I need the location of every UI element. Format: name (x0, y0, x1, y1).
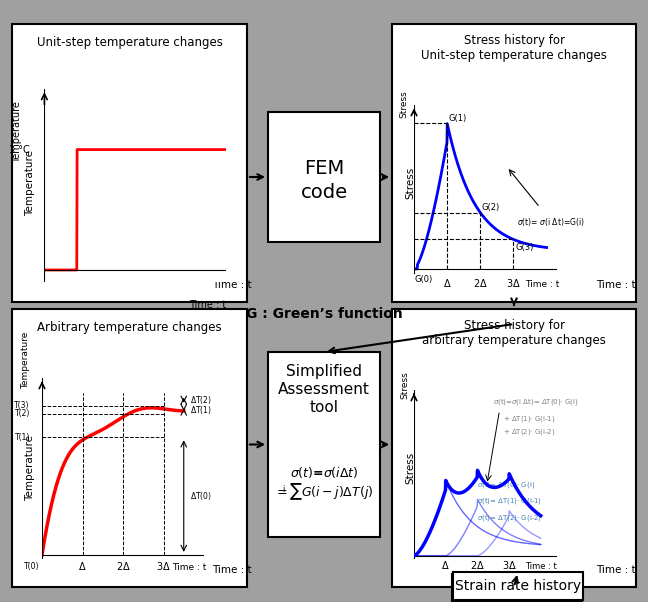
Text: $=\sum G(i-j)\Delta T(j)$: $=\sum G(i-j)\Delta T(j)$ (274, 482, 374, 502)
Text: arbitrary temperature changes: arbitrary temperature changes (422, 334, 606, 347)
Text: $\Delta$T(1): $\Delta$T(1) (190, 404, 212, 416)
FancyBboxPatch shape (452, 574, 582, 602)
Text: Stress: Stress (405, 167, 415, 199)
Text: $2\Delta$: $2\Delta$ (470, 559, 485, 571)
Text: Stress history for: Stress history for (463, 319, 564, 332)
Text: Time : t: Time : t (172, 562, 206, 571)
Text: Stress: Stress (405, 452, 415, 484)
Text: Temperature: Temperature (25, 435, 35, 501)
Text: Temperature: Temperature (25, 150, 35, 216)
Text: Stress history for: Stress history for (463, 34, 564, 47)
Text: G(0): G(0) (415, 275, 433, 284)
Text: Temperature: Temperature (21, 332, 30, 389)
Text: + $\Delta$T(2)· G(i-2): + $\Delta$T(2)· G(i-2) (503, 427, 555, 437)
Text: + $\Delta$T(1)· G(i-1): + $\Delta$T(1)· G(i-1) (503, 414, 555, 424)
Text: Time : t: Time : t (525, 562, 557, 571)
Text: Time : t: Time : t (212, 280, 252, 290)
Text: G(2): G(2) (482, 203, 500, 212)
Text: Time : t: Time : t (212, 565, 252, 575)
Text: $2\Delta$: $2\Delta$ (115, 559, 130, 571)
Text: Assessment: Assessment (278, 382, 370, 397)
Text: Time : t: Time : t (526, 280, 560, 289)
Text: Arbitrary temperature changes: Arbitrary temperature changes (37, 321, 222, 334)
FancyBboxPatch shape (12, 309, 247, 587)
Text: $\Delta$: $\Delta$ (441, 559, 450, 571)
Text: $3\Delta$: $3\Delta$ (506, 277, 521, 289)
Text: $3\Delta$: $3\Delta$ (156, 559, 171, 571)
Text: G(3): G(3) (515, 243, 533, 252)
Text: $\sigma$(t)= $\Delta$T(2)· G(i-2): $\sigma$(t)= $\Delta$T(2)· G(i-2) (478, 513, 542, 523)
Text: Stress: Stress (400, 371, 409, 399)
Text: $\Delta$T(0): $\Delta$T(0) (190, 490, 212, 502)
Text: T(2): T(2) (14, 409, 30, 418)
Text: $\sigma(t)$=$\sigma(i\Delta t)$: $\sigma(t)$=$\sigma(i\Delta t)$ (290, 465, 358, 480)
Text: T(1): T(1) (14, 433, 30, 442)
Text: $\Delta$: $\Delta$ (78, 559, 87, 571)
Text: $\sigma$(t)= $\Delta$T(0)· G(i): $\sigma$(t)= $\Delta$T(0)· G(i) (478, 480, 535, 490)
FancyBboxPatch shape (268, 112, 380, 242)
FancyBboxPatch shape (268, 352, 380, 537)
Text: Temperature: Temperature (12, 101, 22, 163)
Text: FEM: FEM (304, 160, 344, 179)
Text: Stress: Stress (400, 90, 408, 117)
Text: T(3): T(3) (14, 401, 30, 410)
Text: tool: tool (310, 400, 338, 415)
Text: $\sigma$(t)= $\sigma$(i $\Delta$t)=G(i): $\sigma$(t)= $\sigma$(i $\Delta$t)=G(i) (516, 217, 584, 229)
Text: $\Delta$: $\Delta$ (443, 277, 452, 289)
Text: Strain rate history: Strain rate history (455, 579, 581, 593)
Text: Simplified: Simplified (286, 364, 362, 379)
FancyBboxPatch shape (453, 572, 583, 600)
Text: $\sigma$(t)=$\sigma$(i $\Delta$t)= $\Delta$T(0)· G(i): $\sigma$(t)=$\sigma$(i $\Delta$t)= $\Del… (493, 397, 579, 407)
Text: Time : t: Time : t (596, 280, 636, 290)
FancyBboxPatch shape (392, 24, 636, 302)
Text: $2\Delta$: $2\Delta$ (473, 277, 488, 289)
FancyBboxPatch shape (392, 309, 636, 587)
FancyBboxPatch shape (12, 24, 247, 302)
Text: G(1): G(1) (449, 114, 467, 123)
Text: Unit-step temperature changes: Unit-step temperature changes (421, 49, 607, 62)
Text: 1 °C: 1 °C (9, 144, 30, 155)
Text: $3\Delta$: $3\Delta$ (502, 559, 516, 571)
Text: Time : t: Time : t (189, 300, 226, 310)
Text: T(0): T(0) (24, 562, 40, 571)
Text: $\Delta$T(2): $\Delta$T(2) (190, 394, 212, 406)
Text: G : Green’s function: G : Green’s function (246, 307, 402, 321)
Text: code: code (301, 182, 347, 202)
Text: $\sigma$(t)= $\Delta$T(1)· G(i-1): $\sigma$(t)= $\Delta$T(1)· G(i-1) (478, 496, 542, 506)
Text: i: i (282, 485, 284, 494)
Text: Unit-step temperature changes: Unit-step temperature changes (36, 36, 222, 49)
Text: Time : t: Time : t (596, 565, 636, 575)
